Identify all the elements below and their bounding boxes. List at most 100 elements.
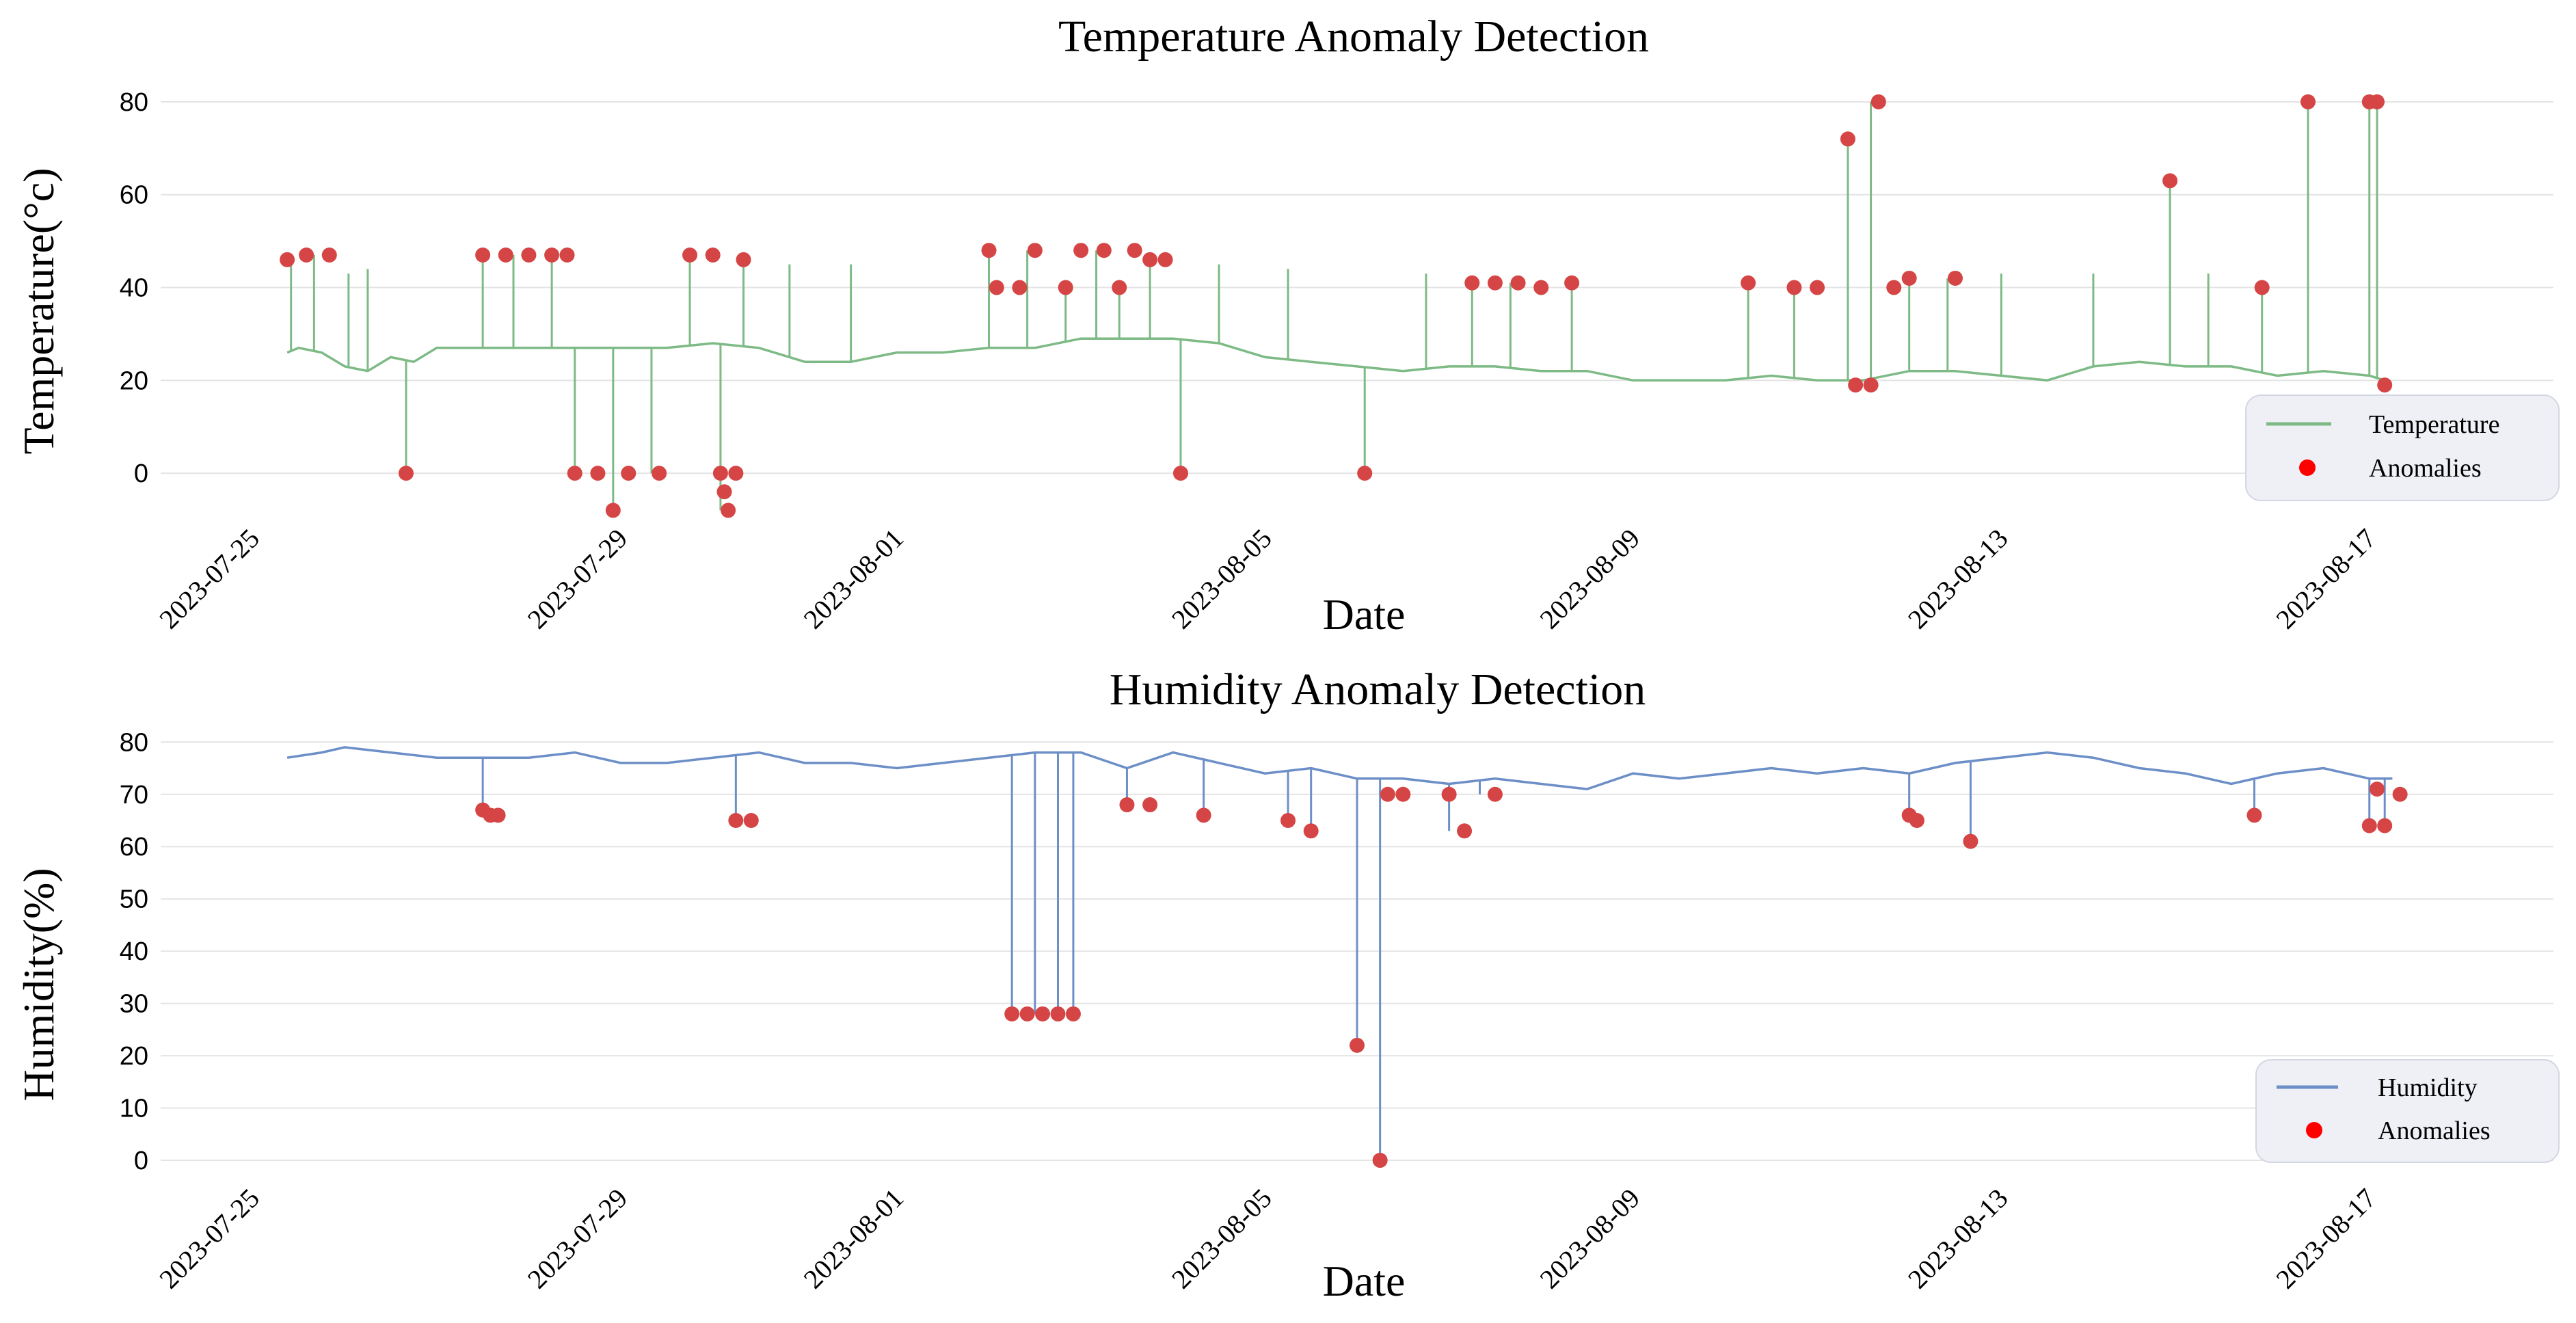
x-tick-label: 2023-08-05 xyxy=(1166,523,1278,635)
y-tick-label: 30 xyxy=(120,990,148,1019)
anomaly-point xyxy=(498,248,513,263)
anomaly-point xyxy=(712,466,728,481)
anomaly-point xyxy=(1848,377,1864,393)
anomaly-point xyxy=(1909,813,1924,828)
legend-marker-swatch xyxy=(2306,1122,2322,1138)
chart-title: Temperature Anomaly Detection xyxy=(1058,12,1649,62)
y-tick-label: 80 xyxy=(120,88,148,117)
y-tick-label: 10 xyxy=(120,1095,148,1123)
anomaly-point xyxy=(1280,813,1296,828)
anomaly-point xyxy=(544,248,560,263)
x-tick-label: 2023-08-09 xyxy=(1533,523,1646,635)
anomaly-point xyxy=(1112,280,1127,295)
legend-label-humidity: Humidity xyxy=(2378,1073,2478,1102)
anomaly-point xyxy=(743,813,759,828)
y-tick-label: 40 xyxy=(120,937,148,966)
anomaly-point xyxy=(1870,94,1886,109)
y-tick-label: 0 xyxy=(134,459,148,488)
y-tick-label: 20 xyxy=(120,1042,148,1071)
anomaly-point xyxy=(1487,275,1503,291)
y-tick-label: 60 xyxy=(120,833,148,861)
anomaly-point xyxy=(559,248,575,263)
anomaly-point xyxy=(1441,786,1457,802)
x-tick-label: 2023-08-09 xyxy=(1533,1183,1646,1295)
anomaly-point xyxy=(1963,833,1978,849)
anomaly-points xyxy=(280,94,2393,518)
anomaly-point xyxy=(1157,252,1173,267)
anomaly-point xyxy=(1372,1153,1388,1168)
anomaly-point xyxy=(605,503,621,518)
anomaly-point xyxy=(2377,818,2393,833)
y-tick-label: 20 xyxy=(120,366,148,395)
anomaly-point xyxy=(1380,786,1395,802)
anomaly-point xyxy=(1172,466,1188,481)
anomaly-point xyxy=(567,466,582,481)
anomaly-point xyxy=(1027,243,1043,258)
anomaly-point xyxy=(280,252,295,267)
x-tick-label: 2023-08-01 xyxy=(797,1183,909,1295)
anomaly-point xyxy=(1786,280,1802,295)
anomaly-point xyxy=(1464,275,1480,291)
legend-box xyxy=(2245,395,2560,501)
anomaly-point xyxy=(1073,243,1089,258)
anomaly-point xyxy=(1741,275,1756,291)
y-axis-label: Humidity(%) xyxy=(14,868,63,1101)
y-axis-label: Temperature(°c) xyxy=(14,168,63,454)
anomaly-point xyxy=(1457,823,1473,839)
x-tick-label: 2023-07-29 xyxy=(522,523,634,635)
anomaly-point xyxy=(716,484,732,500)
legend-label-anomalies: Anomalies xyxy=(2378,1117,2491,1145)
y-tick-label: 0 xyxy=(134,1147,148,1175)
anomaly-point xyxy=(621,466,636,481)
anomaly-point xyxy=(1142,797,1158,813)
anomaly-point xyxy=(490,807,506,823)
anomaly-point xyxy=(1886,280,1902,295)
anomaly-point xyxy=(1058,280,1073,295)
y-tick-label: 80 xyxy=(120,728,148,757)
anomaly-points xyxy=(475,781,2408,1168)
anomaly-point xyxy=(1350,1037,1365,1053)
x-tick-labels: 2023-07-25 2023-07-29 2023-08-01 2023-08-05… xyxy=(153,1183,2382,1295)
x-tick-label: 2023-08-17 xyxy=(2270,1183,2382,1295)
anomaly-point xyxy=(1303,823,1319,839)
anomaly-point xyxy=(1357,466,1373,481)
anomaly-point xyxy=(1901,270,1917,286)
anomaly-point xyxy=(1127,243,1142,258)
anomaly-point xyxy=(521,248,537,263)
anomaly-point xyxy=(590,466,606,481)
humidity-series xyxy=(286,746,2393,1161)
anomaly-point xyxy=(1004,1006,1020,1021)
anomaly-point xyxy=(2369,94,2385,109)
anomaly-point xyxy=(728,466,744,481)
anomaly-point xyxy=(1012,280,1028,295)
x-tick-label: 2023-07-25 xyxy=(153,523,265,635)
anomaly-point xyxy=(989,280,1004,295)
anomaly-point xyxy=(2361,818,2377,833)
anomaly-point xyxy=(1019,1006,1035,1021)
anomaly-point xyxy=(1863,377,1879,393)
anomaly-point xyxy=(1050,1006,1066,1021)
y-tick-label: 40 xyxy=(120,274,148,303)
anomaly-point xyxy=(321,248,337,263)
y-tick-labels: 0 10 20 30 40 50 60 70 80 xyxy=(120,728,148,1175)
y-tick-label: 50 xyxy=(120,885,148,914)
anomaly-point xyxy=(1035,1006,1051,1021)
legend-label-temperature: Temperature xyxy=(2369,410,2499,439)
anomaly-point xyxy=(2300,94,2316,109)
x-tick-label: 2023-07-25 xyxy=(153,1183,265,1295)
y-tick-label: 60 xyxy=(120,181,148,210)
anomaly-point xyxy=(981,243,997,258)
anomaly-point xyxy=(736,252,751,267)
anomaly-point xyxy=(1065,1006,1081,1021)
gridlines xyxy=(161,101,2553,475)
chart-title: Humidity Anomaly Detection xyxy=(1110,665,1646,714)
temperature-series xyxy=(286,101,2385,511)
legend-marker-swatch xyxy=(2299,459,2316,476)
x-tick-label: 2023-08-17 xyxy=(2270,523,2382,635)
anomaly-point xyxy=(1533,280,1549,295)
y-tick-labels: 0 20 40 60 80 xyxy=(120,88,148,488)
y-tick-label: 70 xyxy=(120,781,148,810)
anomaly-point xyxy=(2254,280,2270,295)
x-axis-label: Date xyxy=(1323,1257,1406,1305)
